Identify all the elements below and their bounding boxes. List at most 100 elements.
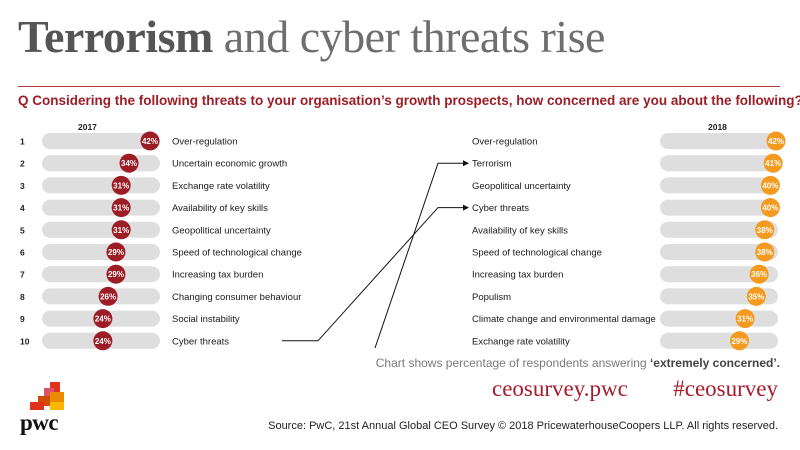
rank-label: 6 — [20, 248, 25, 258]
value-bubble-2017 — [93, 331, 113, 351]
rank-label: 8 — [20, 292, 25, 302]
chart-note: Chart shows percentage of respondents an… — [376, 356, 780, 370]
cyber-threats-connector — [282, 207, 468, 342]
bar-track-2017 — [42, 244, 160, 260]
category-label-2017: Social instability — [172, 314, 240, 325]
value-bubble-2018 — [735, 309, 755, 329]
value-bubble-2018 — [749, 264, 769, 284]
value-label-2018: 29% — [731, 337, 747, 346]
value-bubble-2018 — [760, 198, 780, 218]
arrow-head-icon — [463, 160, 469, 167]
value-label-2018: 31% — [737, 315, 753, 324]
value-bubble-2017 — [111, 175, 131, 195]
bar-track-2018 — [660, 310, 778, 327]
bar-track-2018 — [660, 332, 778, 349]
category-label-2018: Increasing tax burden — [472, 270, 563, 281]
value-bubble-2018 — [755, 242, 775, 262]
value-bubble-2018 — [755, 220, 775, 240]
note-prefix: Chart shows percentage of respondents an… — [375, 356, 650, 370]
bar-track-2017 — [42, 177, 160, 194]
category-label-2018: Speed of technological change — [472, 248, 602, 259]
rank-label: 10 — [20, 336, 30, 346]
bar-track-2018 — [660, 244, 778, 260]
question-text: Q Considering the following threats to y… — [18, 93, 800, 108]
value-label-2017: 31% — [113, 204, 129, 213]
value-label-2018: 42% — [768, 137, 784, 146]
title-bold: Terrorism — [18, 11, 213, 62]
category-label-2017: Cyber threats — [172, 336, 229, 347]
survey-url[interactable]: ceosurvey.pwc — [492, 376, 628, 401]
category-label-2018: Geopolitical uncertainty — [472, 181, 571, 192]
category-label-2017: Changing consumer behaviour — [172, 292, 301, 303]
pwc-logo-text: pwc — [20, 410, 59, 435]
rank-label: 1 — [20, 137, 25, 147]
category-label-2017: Over-regulation — [172, 137, 237, 148]
value-bubble-2018 — [746, 286, 766, 306]
bar-track-2017 — [42, 155, 160, 172]
value-label-2017: 24% — [95, 337, 111, 346]
bar-track-2018 — [660, 133, 778, 149]
hashtag[interactable]: #ceosurvey — [673, 376, 778, 401]
category-label-2017: Speed of technological change — [172, 248, 302, 259]
value-label-2018: 36% — [751, 270, 767, 279]
value-label-2017: 31% — [113, 181, 129, 190]
value-bubble-2017 — [111, 198, 131, 218]
pwc-logo-icon — [30, 382, 64, 410]
category-label-2018: Climate change and environmental damage — [472, 314, 656, 325]
category-label-2017: Availability of key skills — [172, 203, 268, 214]
category-label-2017: Uncertain economic growth — [172, 159, 287, 170]
value-bubble-2017 — [111, 220, 131, 240]
source-text: Source: PwC, 21st Annual Global CEO Surv… — [268, 420, 778, 432]
category-label-2017: Increasing tax burden — [172, 270, 263, 281]
value-bubble-2018 — [729, 331, 749, 351]
value-bubble-2017 — [93, 309, 113, 329]
value-label-2018: 40% — [762, 204, 778, 213]
terrorism-connector — [374, 162, 468, 349]
title-rest: and cyber threats rise — [212, 11, 606, 62]
value-label-2017: 34% — [121, 159, 137, 168]
value-label-2018: 40% — [762, 181, 778, 190]
category-label-2018: Cyber threats — [472, 203, 529, 214]
rank-label: 4 — [20, 203, 25, 213]
value-label-2018: 38% — [757, 226, 773, 235]
value-bubble-2017 — [106, 242, 126, 262]
value-bubble-2018 — [766, 131, 786, 151]
value-label-2018: 41% — [765, 159, 781, 168]
value-label-2018: 38% — [757, 248, 773, 257]
value-bubble-2017 — [140, 131, 160, 151]
year-2017-label: 2017 — [78, 122, 97, 132]
category-label-2018: Terrorism — [472, 159, 512, 170]
bar-track-2017 — [42, 266, 160, 283]
category-label-2018: Populism — [472, 292, 511, 303]
bar-track-2018 — [660, 155, 778, 172]
value-label-2017: 31% — [113, 226, 129, 235]
rank-label: 7 — [20, 270, 25, 280]
bar-track-2017 — [42, 221, 160, 238]
bar-track-2018 — [660, 177, 778, 194]
value-label-2017: 26% — [100, 292, 116, 301]
page-title: Terrorism and cyber threats rise — [18, 14, 605, 60]
category-label-2018: Over-regulation — [472, 137, 537, 148]
bar-track-2017 — [42, 133, 160, 149]
rank-label: 5 — [20, 225, 25, 235]
value-bubble-2018 — [763, 153, 783, 173]
rank-label: 2 — [20, 159, 25, 169]
bar-track-2018 — [660, 266, 778, 283]
category-label-2017: Geopolitical uncertainty — [172, 225, 271, 236]
bar-track-2018 — [660, 199, 778, 216]
value-label-2017: 29% — [108, 248, 124, 257]
note-bold: ‘extremely concerned’. — [649, 356, 780, 370]
value-bubble-2017 — [106, 264, 126, 284]
category-label-2018: Exchange rate volatility — [472, 336, 570, 347]
value-label-2017: 24% — [95, 315, 111, 324]
value-label-2017: 29% — [108, 270, 124, 279]
bar-track-2018 — [660, 221, 778, 238]
year-2018-label: 2018 — [708, 122, 727, 132]
value-label-2018: 35% — [748, 292, 764, 301]
value-label-2017: 42% — [142, 137, 158, 146]
arrow-head-icon — [463, 204, 469, 211]
title-rule — [18, 86, 780, 87]
rank-label: 9 — [20, 314, 25, 324]
category-label-2018: Availability of key skills — [472, 225, 568, 236]
